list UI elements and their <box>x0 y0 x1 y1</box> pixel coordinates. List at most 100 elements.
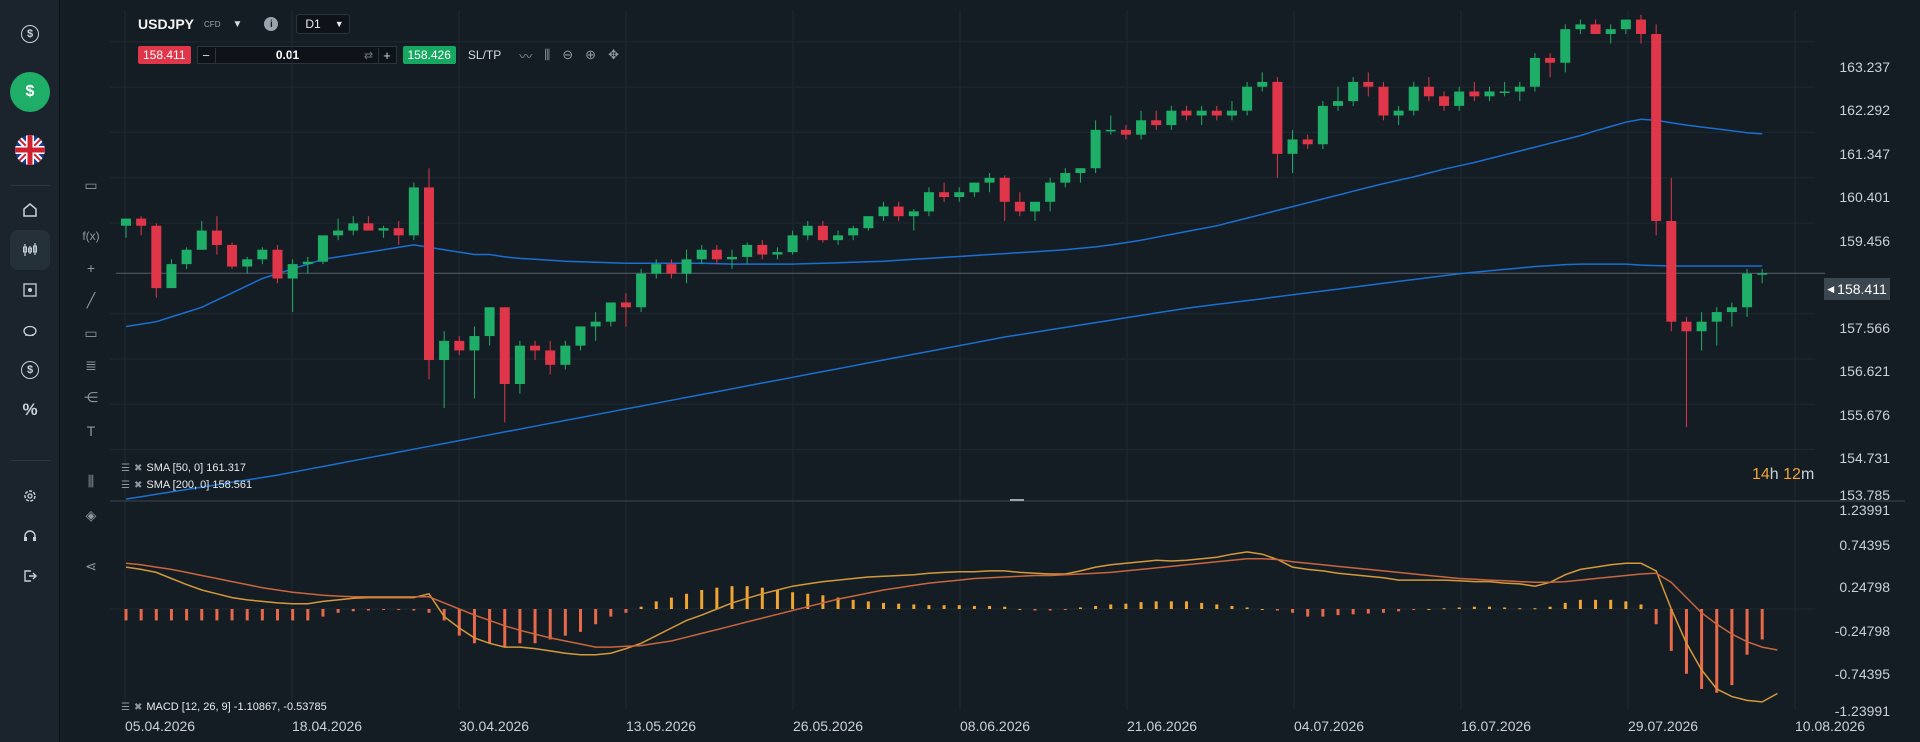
current-price-tag: ◀ 158.411 <box>1824 278 1890 300</box>
home-icon[interactable] <box>10 190 50 230</box>
macd-histogram-bar <box>1124 603 1128 609</box>
support-headset-icon[interactable] <box>10 516 50 556</box>
sma200-legend[interactable]: ☰ ✖ SMA [200, 0] 158.561 <box>121 479 252 491</box>
candle-body <box>1408 86 1419 111</box>
piggy-bank-icon[interactable] <box>10 310 50 350</box>
chart-area[interactable] <box>61 0 1920 742</box>
line-chart-icon[interactable]: 〰 <box>519 48 533 64</box>
macd-tick: -1.23991 <box>1834 703 1890 719</box>
symbol-name[interactable]: USDJPY <box>138 16 195 32</box>
close-icon[interactable]: ✖ <box>133 462 143 474</box>
trading-chart-icon[interactable] <box>10 230 50 270</box>
indicators-fx-icon[interactable]: f(x) <box>82 229 100 243</box>
macd-histogram-bar <box>806 593 810 609</box>
balance-icon[interactable]: $ <box>10 14 50 54</box>
move-icon[interactable]: ✥ <box>608 47 619 62</box>
chart-type-icon[interactable]: ⫼ <box>87 472 95 489</box>
macd-histogram-bar <box>730 586 734 609</box>
price-tick: 157.566 <box>1839 320 1890 336</box>
timeframe-select[interactable]: D1 ▼ <box>296 14 351 34</box>
calendar-icon[interactable] <box>10 270 50 310</box>
macd-histogram-bar <box>760 587 764 609</box>
candle-body <box>363 223 374 231</box>
candle-body <box>1045 182 1056 202</box>
macd-histogram-bar <box>276 609 279 621</box>
rectangle-tool-icon[interactable]: ▭ <box>84 324 98 341</box>
funds-icon[interactable]: $ <box>10 350 50 390</box>
macd-histogram-bar <box>912 604 916 609</box>
macd-histogram-bar <box>336 609 340 613</box>
info-icon[interactable]: i <box>264 17 279 31</box>
sma200-line <box>125 263 1763 500</box>
candle-body <box>1363 81 1374 87</box>
date-tick: 29.07.2026 <box>1628 718 1699 734</box>
candle-body <box>469 336 480 351</box>
candle-body <box>1060 173 1071 183</box>
screen-mode-icon[interactable]: ▭ <box>84 176 98 193</box>
candle-body <box>1575 24 1586 30</box>
macd-histogram-bar <box>942 605 946 609</box>
settings-lines-icon[interactable]: ☰ <box>121 701 130 713</box>
macd-histogram-bar <box>1578 599 1582 609</box>
macd-histogram-bar <box>1003 606 1007 609</box>
sma50-legend[interactable]: ☰ ✖ SMA [50, 0] 161.317 <box>121 462 246 474</box>
close-icon[interactable]: ✖ <box>133 701 143 713</box>
deposit-button[interactable]: $ <box>10 72 50 112</box>
candle-body <box>227 244 238 267</box>
date-tick: 13.05.2026 <box>626 718 697 734</box>
text-tool-icon[interactable]: T <box>86 423 96 439</box>
zoom-out-icon[interactable]: ⊖ <box>562 47 574 62</box>
swap-icon[interactable]: ⇄ <box>363 49 374 62</box>
candle-body <box>1166 110 1177 126</box>
settings-gear-icon[interactable] <box>10 476 50 516</box>
trendline-tool-icon[interactable]: ╱ <box>86 291 96 308</box>
candle-body <box>484 307 495 337</box>
symbol-dropdown-icon[interactable]: ▼ <box>232 18 243 30</box>
macd-histogram-bar <box>927 605 931 609</box>
crosshair-icon[interactable]: + <box>86 260 96 276</box>
settings-lines-icon[interactable]: ☰ <box>121 479 130 491</box>
zoom-in-icon[interactable]: ⊕ <box>585 47 597 62</box>
macd-histogram-bar <box>1397 609 1401 612</box>
candle-body <box>863 216 874 229</box>
increase-button[interactable]: + <box>377 47 396 63</box>
macd-histogram-bar <box>154 609 158 621</box>
candle-body <box>1560 29 1571 63</box>
macd-legend[interactable]: ☰ ✖ MACD [12, 26, 9] -1.10867, -0.53785 <box>121 701 327 713</box>
candle-body <box>348 223 359 231</box>
trade-bar: 158.411 − 0.01 ⇄ + 158.426 SL/TP 〰 ⫼ ⊖ ⊕… <box>138 45 619 65</box>
quantity-input[interactable]: 0.01 <box>275 48 300 62</box>
buy-button[interactable]: 158.426 <box>402 46 456 64</box>
macd-histogram-bar <box>1730 609 1734 686</box>
macd-histogram-bar <box>1291 609 1295 613</box>
candle-body <box>1242 86 1253 111</box>
settings-lines-icon[interactable]: ☰ <box>121 462 130 474</box>
candle-body <box>681 259 692 274</box>
layers-icon[interactable]: ◈ <box>85 506 97 523</box>
candle-body <box>1030 201 1040 212</box>
countdown-minutes: 12 <box>1783 466 1801 483</box>
candles-icon[interactable]: ⫼ <box>544 47 551 62</box>
macd-histogram-bar <box>1033 609 1037 611</box>
language-flag-button[interactable] <box>10 130 50 170</box>
date-tick: 30.04.2026 <box>459 718 530 734</box>
candle-body <box>1620 19 1631 30</box>
pitchfork-tool-icon[interactable]: ⋲ <box>84 388 98 405</box>
fibonacci-tool-icon[interactable]: ≣ <box>85 356 97 373</box>
sltp-button[interactable]: SL/TP <box>467 48 502 62</box>
candle-body <box>833 235 844 241</box>
macd-histogram-bar <box>1200 602 1204 609</box>
share-icon[interactable]: ⋖ <box>85 557 97 574</box>
decrease-button[interactable]: − <box>198 47 216 63</box>
sell-button[interactable]: 158.411 <box>138 46 191 64</box>
macd-histogram-bar <box>1503 607 1507 609</box>
close-icon[interactable]: ✖ <box>133 479 143 491</box>
current-price-value: 158.411 <box>1837 281 1887 297</box>
percent-icon[interactable]: % <box>22 400 38 419</box>
candle-body <box>1545 57 1556 63</box>
logout-icon[interactable] <box>10 556 50 596</box>
candle-body <box>1196 110 1207 116</box>
macd-histogram-bar <box>1169 601 1173 609</box>
caret-left-icon: ◀ <box>1827 283 1835 294</box>
